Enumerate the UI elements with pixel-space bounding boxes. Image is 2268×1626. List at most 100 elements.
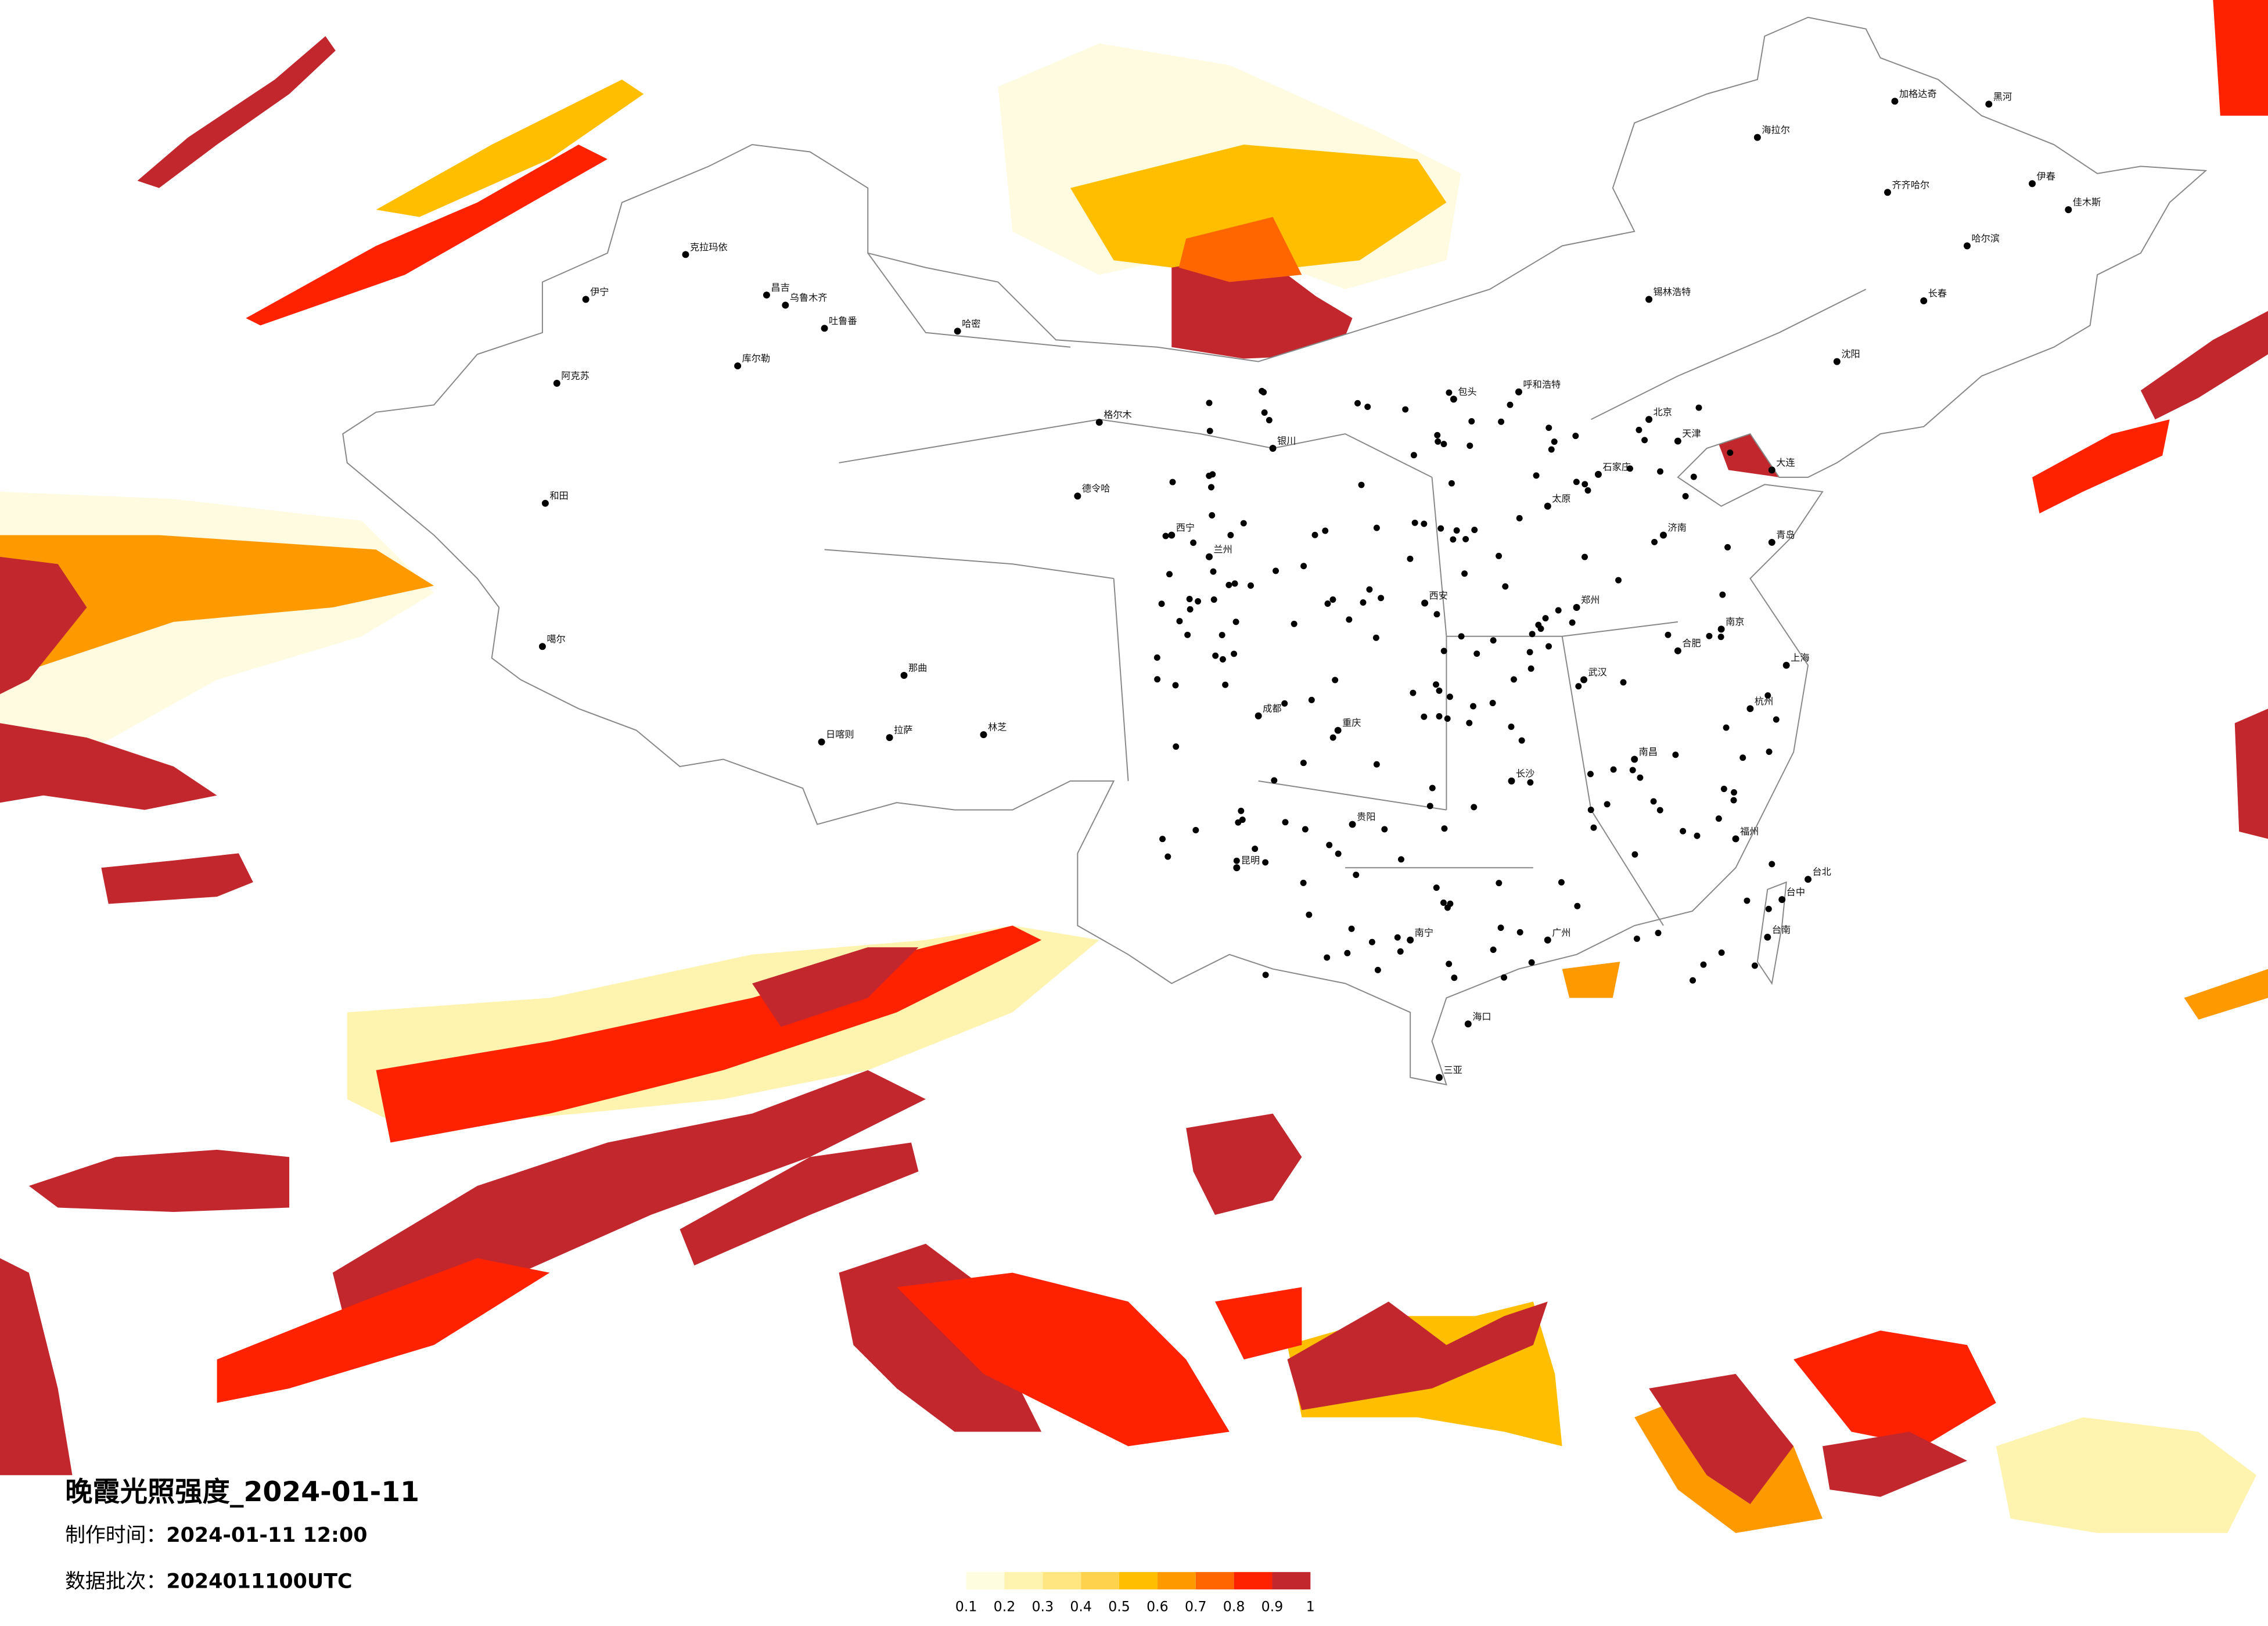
city-dot [1329, 596, 1336, 603]
city-dot [1884, 189, 1891, 196]
city-dot [1358, 481, 1365, 488]
city-dot [1364, 404, 1371, 411]
city-dot [1467, 443, 1473, 449]
city-dot [582, 296, 590, 303]
city-dot [1210, 596, 1217, 603]
city-dot [1462, 535, 1469, 542]
city-dot [1555, 607, 1562, 614]
city-dot [1572, 433, 1579, 440]
city-dot [1206, 400, 1213, 406]
city-dot [1706, 632, 1713, 639]
city-dot [1448, 480, 1455, 487]
city-dot [538, 643, 546, 650]
city-label: 伊宁 [590, 286, 609, 297]
city-dot [1461, 570, 1468, 577]
city-label: 郑州 [1581, 595, 1600, 606]
made-time: 制作时间：2024-01-11 12:00 [65, 1524, 367, 1547]
city-dot [1629, 767, 1636, 774]
city-dot [886, 734, 893, 742]
made-time-label: 制作时间： [65, 1524, 166, 1547]
city-dot [1158, 600, 1165, 607]
city-dot [1641, 437, 1648, 444]
city-dot [2065, 206, 2072, 214]
city-dot [1582, 553, 1588, 560]
city-label: 银川 [1277, 436, 1296, 447]
city-label: 呼和浩特 [1523, 379, 1561, 390]
city-dot [1674, 437, 1681, 445]
city-dot [1604, 801, 1611, 808]
city-dot [1631, 851, 1638, 858]
city-dot [1471, 804, 1478, 811]
city-dot [1545, 425, 1552, 431]
city-dot [1247, 582, 1254, 589]
city-dot [1527, 665, 1534, 672]
city-dot [1717, 634, 1724, 641]
city-dot [1964, 242, 1971, 250]
city-dot [1833, 358, 1841, 365]
city-dot [1446, 389, 1453, 396]
city-label: 昌吉 [771, 282, 789, 293]
made-time-value: 2024-01-11 12:00 [166, 1524, 367, 1547]
city-dot [1444, 715, 1451, 722]
legend-tick-label: 0.8 [1223, 1598, 1245, 1614]
legend-tick-label: 0.9 [1261, 1598, 1284, 1614]
legend-tick-label: 0.4 [1070, 1598, 1092, 1614]
city-dot [1674, 647, 1681, 654]
city-dot [1587, 807, 1594, 814]
city-dot [821, 325, 828, 332]
city-dot [1252, 846, 1259, 852]
city-dot [1190, 539, 1197, 546]
city-dot [1508, 777, 1515, 785]
city-dot [1542, 615, 1549, 622]
city-label: 齐齐哈尔 [1892, 179, 1929, 190]
city-dot [1764, 933, 1771, 941]
city-dot [1349, 821, 1356, 828]
city-dot [1166, 571, 1173, 578]
city-dot [1660, 531, 1667, 539]
legend-swatch [1195, 1572, 1234, 1589]
city-dot [1489, 700, 1496, 707]
city-dot [1441, 825, 1448, 832]
city-dot [1302, 826, 1309, 833]
city-dot [1620, 679, 1627, 686]
city-dot [1468, 418, 1475, 425]
city-label: 南昌 [1639, 746, 1658, 757]
city-dot [1238, 807, 1245, 814]
city-dot [1421, 520, 1428, 527]
city-label: 台南 [1772, 924, 1791, 935]
city-dot [1582, 481, 1588, 488]
city-dot [1450, 395, 1457, 403]
city-label: 克拉玛依 [690, 242, 728, 253]
city-dot [1695, 404, 1702, 411]
city-dot [1195, 598, 1202, 605]
city-dot [1651, 538, 1658, 545]
city-label: 林芝 [988, 722, 1007, 733]
city-dot [1610, 766, 1617, 773]
city-dot [682, 251, 689, 258]
city-dot [1471, 527, 1478, 533]
city-dot [1311, 531, 1318, 538]
city-label: 成都 [1263, 703, 1281, 714]
city-dot [1450, 536, 1457, 543]
city-label: 阿克苏 [561, 370, 590, 381]
city-dot [1374, 966, 1381, 973]
city-dot [1433, 681, 1439, 688]
city-dot [1768, 538, 1775, 546]
city-dot [1187, 606, 1194, 613]
city-dot [1720, 786, 1727, 793]
city-dot [1446, 693, 1453, 700]
city-label: 青岛 [1776, 529, 1795, 540]
city-dot [1436, 1074, 1443, 1081]
city-dot [1394, 934, 1401, 941]
city-dot [1516, 515, 1523, 521]
city-dot [1636, 426, 1642, 433]
city-dot [1715, 815, 1722, 822]
city-label: 贵阳 [1357, 811, 1375, 822]
city-dot [1176, 618, 1183, 625]
legend-tick-label: 0.2 [994, 1598, 1016, 1614]
city-dot [1225, 581, 1232, 588]
city-dot [1535, 621, 1542, 628]
city-dot [1373, 524, 1380, 531]
city-dot [1451, 974, 1458, 981]
